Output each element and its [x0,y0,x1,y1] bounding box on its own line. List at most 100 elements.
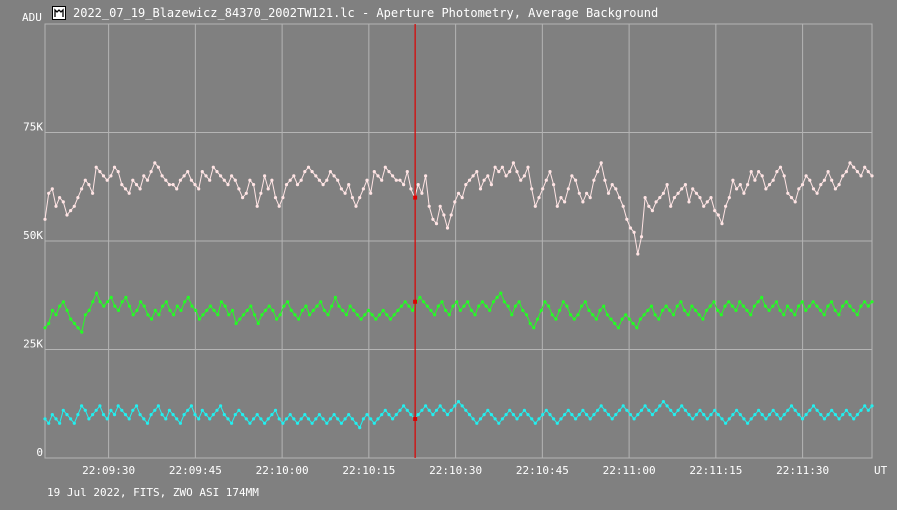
data-point [416,413,420,417]
data-point [142,417,146,421]
data-point [757,408,761,412]
data-point [50,413,54,417]
data-point [658,196,662,200]
data-point [277,204,281,208]
data-point [47,321,51,326]
data-point [676,408,680,412]
data-point [146,313,150,317]
data-point [200,170,204,174]
data-point [72,321,76,326]
data-point [502,300,506,304]
data-point [237,408,241,412]
data-point [256,321,260,326]
data-point [660,308,665,312]
data-point [574,417,578,421]
data-point [837,417,841,421]
data-point [69,317,73,321]
data-point [757,170,761,174]
data-point [716,308,720,312]
data-point [259,417,263,421]
data-point [837,313,841,317]
data-point [219,300,223,304]
data-point [182,174,186,178]
data-point [321,183,325,187]
data-point [500,165,504,169]
data-point [738,413,742,417]
data-point [533,204,537,208]
data-point [541,187,545,191]
data-point [672,196,677,200]
data-point [372,421,376,425]
data-point [383,408,387,412]
data-point [756,300,760,304]
data-point [462,304,466,308]
data-point [680,187,684,191]
data-point [54,417,58,421]
data-point [650,413,655,417]
data-point [708,304,712,308]
app-window-icon[interactable] [52,6,66,20]
data-point [438,404,442,408]
data-point [844,300,848,304]
y-tick-label: 25K [23,338,43,351]
data-point [266,187,270,191]
data-point [548,170,552,174]
data-point [760,174,764,178]
data-point [804,413,808,417]
data-point [716,213,720,217]
data-point [178,178,182,182]
data-point [647,408,651,412]
data-point [142,174,146,178]
data-point [682,308,687,312]
data-point [172,313,176,317]
series-line [44,291,873,334]
data-point [566,408,570,412]
data-point [811,404,816,408]
data-point [259,191,263,195]
data-point [69,209,73,213]
data-point [183,300,187,304]
data-point [632,417,636,421]
data-point [687,200,691,204]
data-point [189,178,193,182]
data-point [94,165,98,169]
data-point [610,417,614,421]
data-point [508,408,512,412]
data-point [730,304,734,308]
chart-grid [44,23,873,459]
data-point [735,408,739,412]
data-point [690,304,694,308]
data-point [171,183,175,187]
data-point [473,313,477,317]
data-point [775,413,779,417]
data-point [837,183,841,187]
data-point [859,304,863,308]
data-point [826,413,830,417]
data-point [223,304,227,308]
data-point [167,183,171,187]
data-point [524,313,529,317]
data-point [815,191,819,195]
data-point [306,417,311,421]
data-point [544,178,548,182]
data-point [844,408,849,412]
data-point [800,300,804,304]
data-point [672,413,677,417]
data-point [581,408,585,412]
data-point [80,404,84,408]
x-tick-label: 22:09:45 [169,464,222,477]
data-point [486,408,490,412]
data-point [460,196,464,200]
data-point [679,300,683,304]
data-point [550,313,554,317]
data-point [709,413,713,417]
data-point [698,408,702,412]
data-point [458,308,462,312]
data-point [533,421,537,425]
data-point [380,413,384,417]
data-point [306,165,311,169]
data-point [719,313,723,317]
data-point [347,413,351,417]
data-point [359,317,363,321]
data-point [789,308,793,312]
